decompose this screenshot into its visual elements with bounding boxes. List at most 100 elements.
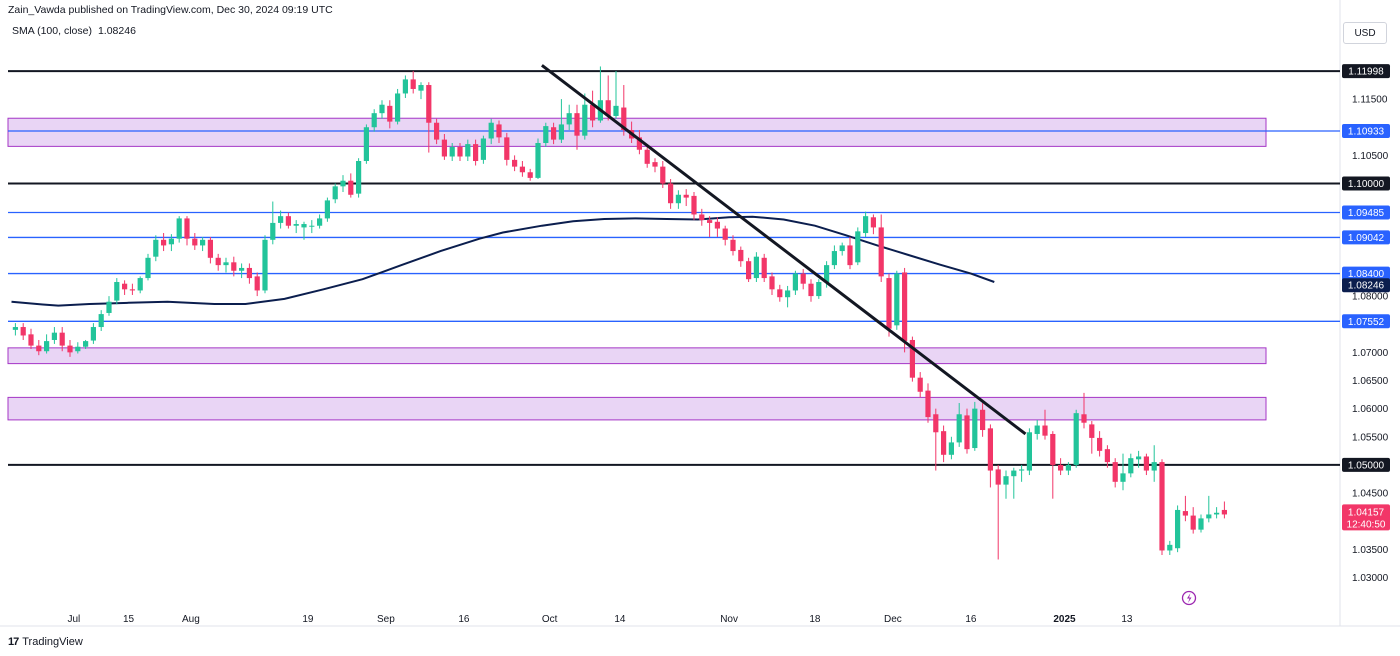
candle [75, 346, 81, 352]
price-axis-tick: 1.11500 [1352, 95, 1388, 106]
tradingview-logo: 17 TradingView [8, 636, 83, 648]
candle [106, 301, 112, 313]
price-axis-tick: 1.06500 [1352, 376, 1389, 387]
candle [59, 332, 65, 346]
time-axis-tick: 18 [809, 614, 821, 625]
candle [1019, 469, 1025, 471]
candle [410, 79, 416, 89]
price-axis-tick: 1.05500 [1352, 432, 1389, 443]
level-price-label-bg [1342, 230, 1390, 245]
tradingview-logo-icon: 17 [8, 636, 19, 648]
candle [683, 194, 689, 198]
candle [262, 239, 268, 291]
time-axis-tick: Oct [542, 614, 558, 625]
candle [855, 231, 861, 263]
candle [192, 238, 198, 246]
price-axis-tick: 1.03500 [1352, 545, 1389, 556]
candle [441, 139, 447, 157]
candle [114, 282, 120, 301]
sma-line [11, 215, 995, 307]
candle [792, 273, 798, 291]
candle [590, 104, 596, 121]
level-price-label-bg [1342, 205, 1390, 220]
candle [324, 200, 330, 219]
lightning-icon[interactable] [1181, 590, 1197, 606]
candle [83, 341, 89, 347]
candle [223, 262, 229, 266]
candle [176, 218, 182, 239]
candle [761, 257, 767, 279]
candle [941, 431, 947, 455]
candle [621, 107, 627, 131]
candle [28, 334, 34, 346]
candle [995, 469, 1001, 485]
candle [1167, 544, 1173, 551]
candle [1175, 509, 1181, 549]
lightning-bolt-icon [1187, 593, 1192, 603]
candle [254, 276, 260, 291]
candle [636, 137, 642, 150]
candle [1190, 515, 1196, 530]
candle [746, 261, 752, 280]
candle [1097, 437, 1103, 451]
supply-demand-zone [7, 347, 1267, 365]
time-axis-tick: Dec [884, 614, 902, 625]
candle [824, 265, 830, 283]
candle [964, 415, 970, 450]
candle [808, 283, 814, 297]
candle [917, 377, 923, 392]
level-price-label: 1.10933 [1348, 127, 1385, 138]
currency-button[interactable]: USD [1343, 22, 1387, 44]
candle [668, 183, 674, 204]
candle [184, 218, 190, 239]
candle [44, 341, 50, 352]
level-price-label-bg [1342, 124, 1390, 139]
candle [395, 93, 401, 122]
time-axis-tick: 15 [123, 614, 135, 625]
candle [402, 79, 408, 94]
candle [1214, 512, 1220, 515]
candle [831, 251, 837, 266]
candle [129, 289, 135, 291]
time-axis-tick: 13 [1121, 614, 1133, 625]
candle [309, 225, 315, 227]
trendline [540, 64, 1027, 436]
candle [722, 228, 728, 240]
candle [1136, 456, 1142, 460]
candle [496, 124, 502, 138]
candle [270, 222, 276, 240]
candle [1050, 433, 1056, 465]
price-axis-tick: 1.07000 [1352, 348, 1389, 359]
candle [457, 146, 463, 157]
candle [215, 257, 221, 266]
tradingview-brand: TradingView [22, 636, 83, 648]
candle [800, 273, 806, 284]
candle [67, 345, 73, 353]
candle [122, 283, 128, 290]
level-price-label-bg [1342, 176, 1390, 191]
sma-legend[interactable]: SMA (100, close) 1.08246 [12, 25, 136, 37]
candle [816, 282, 822, 297]
candle [902, 272, 908, 342]
time-axis-tick: 19 [302, 614, 314, 625]
candle [730, 239, 736, 252]
level-price-label: 1.11998 [1348, 67, 1384, 78]
candle [20, 327, 26, 336]
candle [1089, 424, 1095, 438]
candle [465, 144, 471, 157]
price-axis-tick: 1.06000 [1352, 404, 1389, 415]
current-price-label-bg [1342, 504, 1390, 531]
candle [246, 267, 252, 279]
publisher-header: Zain_Vawda published on TradingView.com,… [8, 4, 333, 16]
candle [738, 249, 744, 262]
candle [51, 332, 57, 340]
time-axis-tick: Aug [182, 614, 200, 625]
candle [987, 428, 993, 471]
candle [878, 227, 884, 277]
level-price-label-bg [1342, 64, 1390, 79]
candle [1011, 470, 1017, 477]
candle [356, 161, 362, 194]
sma-price-label: 1.08246 [1348, 281, 1385, 292]
candle [145, 257, 151, 279]
